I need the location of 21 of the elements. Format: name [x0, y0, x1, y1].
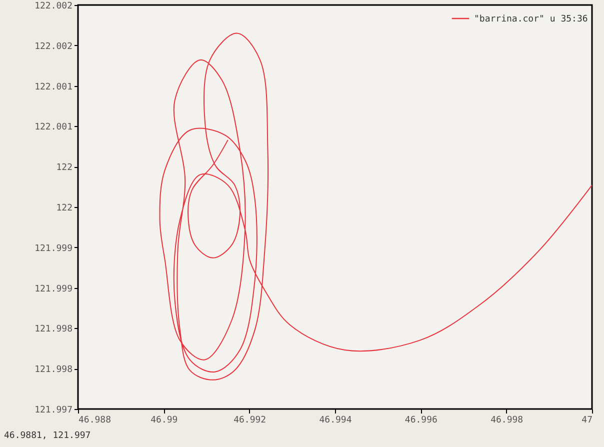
- x-tick-label: 46.994: [319, 416, 352, 426]
- y-tick-label: 121.999: [34, 244, 72, 254]
- x-tick-label: 46.992: [234, 416, 266, 426]
- y-tick-label: 121.998: [34, 324, 72, 335]
- x-tick-label: 46.99: [150, 416, 178, 426]
- y-tick-label: 122.002: [34, 42, 72, 52]
- y-tick-label: 122.002: [34, 2, 72, 12]
- x-tick-label: 47: [582, 416, 592, 426]
- x-tick-label: 46.998: [490, 416, 524, 426]
- y-tick-label: 122.001: [34, 122, 72, 133]
- line-series: [159, 32, 592, 380]
- x-tick-label: 46.996: [404, 416, 438, 426]
- y-tick-label: 122.001: [34, 82, 72, 92]
- y-tick-label: 121.999: [34, 284, 72, 294]
- y-tick-label: 121.997: [34, 406, 72, 416]
- y-tick-label: 122: [56, 204, 72, 214]
- legend-label: "barrina.cor" u 35:36: [474, 14, 588, 24]
- x-tick-label: 46.988: [78, 416, 112, 426]
- text: 46.9881, 121.997: [4, 431, 91, 441]
- y-tick-label: 121.998: [34, 365, 72, 376]
- y-tick-label: 122: [56, 163, 72, 174]
